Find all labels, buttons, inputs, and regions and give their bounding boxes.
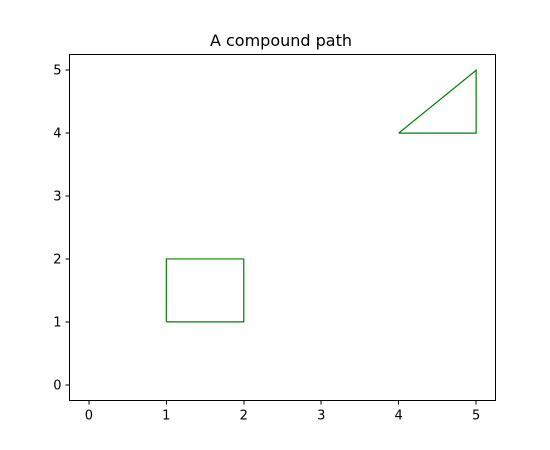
y-tick-label-4: 4 [53,127,61,142]
path-triangle-1 [398,68,477,134]
y-tick-label-3: 3 [53,190,61,205]
path-rectangle-0 [165,258,245,323]
x-tick-label-3: 3 [317,409,325,424]
x-tick-label-2: 2 [240,409,248,424]
x-tick-label-5: 5 [472,409,480,424]
ticks-layer: 0 1 2 3 4 5 0 1 2 3 4 5 [53,64,480,424]
x-tick-label-0: 0 [85,409,93,424]
axes-frame [69,54,496,401]
series-layer [165,68,477,323]
y-tick-label-0: 0 [53,378,61,393]
y-tick-label-5: 5 [53,64,61,79]
y-tick-label-1: 1 [53,315,61,330]
chart-title: A compound path [210,31,352,50]
y-tick-label-2: 2 [53,252,61,267]
x-tick-label-1: 1 [162,409,170,424]
x-tick-label-4: 4 [395,409,403,424]
